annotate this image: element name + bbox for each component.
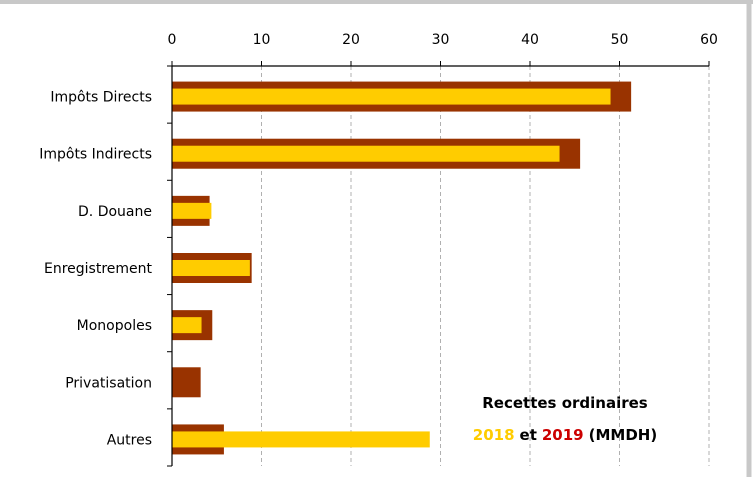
x-tick-label-10: 10 xyxy=(253,32,271,48)
annotation-unit: (MMDH) xyxy=(589,426,658,444)
category-label-monopoles: Monopoles xyxy=(77,318,152,334)
category-label-d-douane: D. Douane xyxy=(78,204,152,220)
annotation-line2: 2018 et 2019 (MMDH) xyxy=(473,426,657,444)
category-label-impots-directs: Impôts Directs xyxy=(50,90,152,106)
annotation-connector: et xyxy=(520,426,537,444)
annotation-year-2019: 2019 xyxy=(542,426,584,444)
x-tick-label-30: 30 xyxy=(432,32,450,48)
category-label-impots-indirects: Impôts Indirects xyxy=(39,147,152,163)
bar-2018-enregistrement xyxy=(172,260,250,276)
bar-2018-autres xyxy=(172,431,430,448)
x-tick-label-20: 20 xyxy=(342,32,360,48)
annotation-year-2018: 2018 xyxy=(473,426,515,444)
bar-2018-impots-directs xyxy=(172,88,611,105)
bar-2018-monopoles xyxy=(172,317,202,334)
bar-2019-privatisation xyxy=(172,367,201,398)
category-label-privatisation: Privatisation xyxy=(65,375,152,391)
x-tick-label-50: 50 xyxy=(611,32,629,48)
x-tick-label-0: 0 xyxy=(168,32,177,48)
annotation-line1: Recettes ordinaires xyxy=(482,394,648,412)
bar-2018-impots-indirects xyxy=(172,145,560,162)
x-tick-label-40: 40 xyxy=(521,32,539,48)
bar-2018-d-douane xyxy=(172,202,212,219)
x-tick-label-60: 60 xyxy=(700,32,718,48)
category-label-autres: Autres xyxy=(107,432,152,448)
category-label-enregistrement: Enregistrement xyxy=(44,261,153,277)
